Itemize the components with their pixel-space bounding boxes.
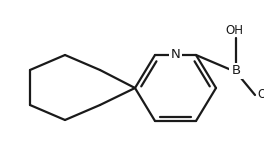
Text: OH: OH	[257, 87, 264, 100]
Text: B: B	[232, 65, 241, 78]
Text: N: N	[171, 48, 180, 61]
Text: OH: OH	[225, 24, 243, 37]
